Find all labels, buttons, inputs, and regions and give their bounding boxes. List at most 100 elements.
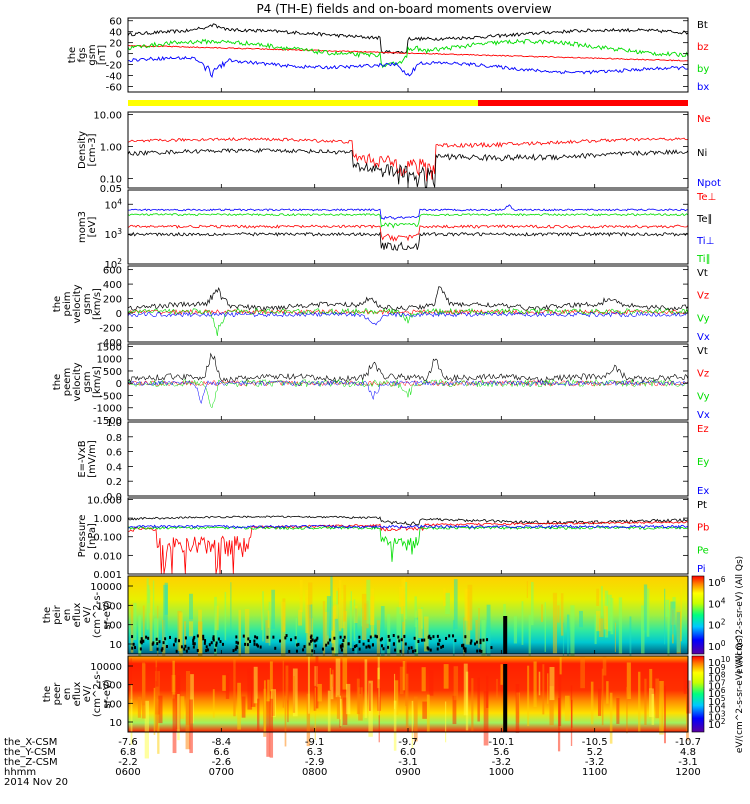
peer-texture (358, 687, 363, 721)
peer-texture (533, 661, 537, 708)
xaxis-row-label: 2014 Nov 20 (4, 777, 68, 788)
peir-gap (479, 641, 482, 645)
series-Vz (127, 379, 689, 387)
peir-gap (308, 642, 311, 646)
peir-gap (469, 641, 472, 645)
peir-texture (146, 578, 149, 630)
peer-texture (421, 667, 426, 692)
peir-texture (415, 619, 419, 662)
status-bar (128, 100, 688, 106)
ytick-pressure: 10.000 (87, 495, 122, 506)
series-Pi (127, 524, 689, 529)
peir-gap (375, 635, 378, 639)
peir-gap (437, 642, 440, 646)
peir-gap (392, 634, 395, 638)
peir-gap (343, 635, 346, 639)
peir-gap (355, 644, 358, 648)
xaxis-z-value: -3.1 (678, 757, 698, 768)
legend-peem-1: Vz (697, 369, 709, 380)
peir-texture (340, 599, 345, 629)
peer-texture (130, 684, 133, 745)
ytick-temp: 104 (104, 197, 122, 211)
peir-texture (566, 614, 570, 674)
ytick-efield: 1.0 (106, 418, 122, 429)
status-bar-yellow (128, 100, 478, 106)
ylabel-peir: the peir en eflux eV/(cm^2-s-sr-eV) (42, 591, 113, 638)
peir-texture (147, 585, 150, 604)
peir-gap (140, 637, 143, 641)
xaxis-y-value: 6.6 (213, 747, 229, 758)
peir-gap (145, 635, 148, 639)
peir-gap (147, 636, 150, 640)
peer-texture (346, 683, 351, 715)
peir-gap (421, 638, 424, 642)
y-label-line: eV/ (82, 606, 93, 623)
peer-texture (285, 665, 289, 701)
y-label-line: the (52, 296, 63, 312)
legend-peim-1: Vz (697, 291, 709, 302)
peir-gap (314, 644, 317, 648)
peir-texture (562, 622, 565, 676)
peir-gap (392, 642, 395, 646)
peir-gap (423, 638, 426, 642)
peir-gap (464, 649, 467, 653)
xaxis-x-value: -9.1 (305, 737, 325, 748)
peer-texture (570, 685, 573, 747)
peer-texture (453, 666, 459, 701)
xaxis-y-value: 4.8 (680, 747, 696, 758)
legend-fgs-2: by (697, 64, 709, 75)
peir-gap (404, 642, 407, 646)
y-label-line: Pressure (77, 515, 88, 558)
xaxis-t-value: 0700 (209, 767, 234, 778)
xaxis-z-value: -2.9 (305, 757, 325, 768)
peir-texture (238, 609, 242, 668)
peer-texture (241, 696, 246, 718)
peir-texture (646, 588, 650, 637)
peir-texture (324, 611, 329, 646)
peer-texture (638, 671, 641, 732)
series-Vy (127, 378, 689, 409)
legend-density-1: Ni (697, 148, 707, 159)
legend-pressure-1: Pb (697, 523, 709, 534)
xaxis-x-value: -8.4 (212, 737, 232, 748)
legend-efield-2: Ex (697, 486, 709, 497)
peir-gap (214, 648, 217, 652)
peer-texture (314, 687, 316, 740)
y-label-line: eflux (72, 682, 83, 707)
y-label-line: en (62, 688, 73, 701)
peir-gap (139, 640, 142, 644)
peir-gap (407, 646, 410, 650)
peir-gap (369, 635, 372, 639)
peir-texture (401, 578, 406, 607)
peer-texture (426, 694, 430, 732)
peir-texture (513, 616, 518, 644)
peir-gap (358, 635, 361, 639)
series-Ne (127, 137, 689, 182)
ytick-peim: 0 (116, 309, 122, 320)
peir-gap (274, 646, 277, 650)
xaxis-x-value: -9.7 (398, 737, 418, 748)
peer-texture (263, 680, 266, 733)
peir-texture (596, 588, 600, 606)
peer-texture (250, 679, 256, 707)
peir-gap (367, 644, 370, 648)
peir-gap (341, 643, 344, 647)
ytick-peim: -200 (99, 324, 122, 335)
peir-texture (475, 619, 478, 645)
peir-texture (148, 589, 151, 613)
peir-gap (297, 642, 300, 646)
peer-texture (153, 687, 156, 735)
series-Te-perp (127, 224, 689, 242)
peer-texture (452, 695, 457, 725)
ytick-peer: 100 (103, 699, 122, 710)
legend-fgs-1: bz (697, 42, 709, 53)
peir-gap (259, 645, 262, 649)
peer-texture (655, 678, 660, 719)
peer-texture (557, 697, 561, 752)
peir-texture (271, 589, 275, 629)
peir-gap (205, 645, 208, 649)
peir-gap (272, 635, 275, 639)
peir-gap (342, 639, 345, 643)
peir-gap (482, 638, 485, 642)
